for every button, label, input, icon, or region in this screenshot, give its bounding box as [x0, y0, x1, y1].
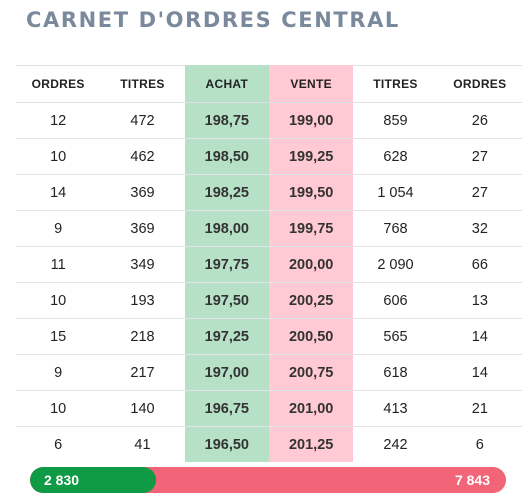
- ask-price-cell: 201,25: [268, 426, 354, 462]
- table-row: 12 472 198,75 199,00 859 26: [16, 102, 522, 139]
- col-header-bid-price: ACHAT: [184, 65, 269, 103]
- bid-price-cell: 197,00: [184, 354, 269, 391]
- ask-price-cell: 201,00: [268, 390, 354, 427]
- ask-shares-cell: 859: [353, 102, 438, 139]
- ask-shares-cell: 628: [353, 138, 438, 175]
- bid-volume-fill: [30, 467, 157, 493]
- volume-totals-bar: 2 830 7 843: [30, 467, 506, 493]
- ask-orders-cell: 21: [437, 390, 522, 427]
- bid-orders-cell: 14: [16, 174, 101, 211]
- bid-orders-cell: 6: [54, 436, 63, 453]
- table-row: 15 218 197,25 200,50 565 14: [16, 318, 522, 355]
- bid-orders-cell: 9: [16, 210, 101, 247]
- ask-price-cell: 199,75: [268, 210, 354, 247]
- ask-price-cell: 199,50: [268, 174, 354, 211]
- bid-shares-cell: 218: [100, 318, 185, 355]
- bid-price-cell: 198,50: [184, 138, 269, 175]
- bid-orders-cell: 12: [16, 102, 101, 139]
- bid-price-cell: 196,75: [184, 390, 269, 427]
- table-row: 9 369 198,00 199,75 768 32: [16, 210, 522, 247]
- ask-orders-cell: 27: [437, 174, 522, 211]
- col-header-ask-price: VENTE: [268, 65, 354, 103]
- bid-shares-cell: 41: [134, 436, 151, 453]
- ask-orders-cell: 13: [437, 282, 522, 319]
- ask-orders-cell: 14: [437, 318, 522, 355]
- bid-shares-cell: 462: [100, 138, 185, 175]
- col-header-ask-orders: ORDRES: [437, 65, 522, 103]
- bid-orders-cell: 10: [16, 282, 101, 319]
- ask-orders-cell: 27: [437, 138, 522, 175]
- table-row: 10 140 196,75 201,00 413 21: [16, 390, 522, 427]
- ask-shares-cell: 1 054: [353, 174, 438, 211]
- ask-price-cell: 200,25: [268, 282, 354, 319]
- bid-shares-cell: 349: [100, 246, 185, 283]
- bid-price-cell: 198,75: [184, 102, 269, 139]
- bid-shares-cell: 472: [100, 102, 185, 139]
- table-row: 14 369 198,25 199,50 1 054 27: [16, 174, 522, 211]
- col-header-bid-orders: ORDRES: [16, 65, 101, 103]
- ask-shares-cell: 768: [353, 210, 438, 247]
- ask-orders-cell: 26: [437, 102, 522, 139]
- bid-total-label: 2 830: [44, 472, 80, 488]
- ask-shares-cell: 618: [353, 354, 438, 391]
- ask-orders-cell: 6: [475, 436, 484, 453]
- table-header-row: ORDRES TITRES ACHAT VENTE TITRES ORDRES: [16, 65, 522, 103]
- ask-orders-cell: 14: [437, 354, 522, 391]
- bid-price-cell: 196,50: [184, 426, 269, 462]
- bid-orders-cell: 10: [16, 390, 101, 427]
- bid-price-cell: 197,25: [184, 318, 269, 355]
- bid-price-cell: 197,50: [184, 282, 269, 319]
- ask-orders-cell: 32: [437, 210, 522, 247]
- ask-shares-cell: 242: [383, 436, 408, 453]
- col-header-bid-shares: TITRES: [100, 65, 185, 103]
- bid-shares-cell: 193: [100, 282, 185, 319]
- bid-price-cell: 197,75: [184, 246, 269, 283]
- table-row: 6 41 196,50 201,25 242 6: [16, 426, 522, 462]
- bid-shares-cell: 369: [100, 210, 185, 247]
- ask-price-cell: 200,00: [268, 246, 354, 283]
- bid-orders-cell: 10: [16, 138, 101, 175]
- bid-shares-cell: 217: [100, 354, 185, 391]
- bid-shares-cell: 369: [100, 174, 185, 211]
- table-row: 10 462 198,50 199,25 628 27: [16, 138, 522, 175]
- bid-orders-cell: 15: [16, 318, 101, 355]
- ask-orders-cell: 66: [437, 246, 522, 283]
- ask-shares-cell: 565: [353, 318, 438, 355]
- ask-price-cell: 200,50: [268, 318, 354, 355]
- table-row: 10 193 197,50 200,25 606 13: [16, 282, 522, 319]
- ask-price-cell: 200,75: [268, 354, 354, 391]
- ask-shares-cell: 606: [353, 282, 438, 319]
- bid-price-cell: 198,25: [184, 174, 269, 211]
- ask-shares-cell: 413: [353, 390, 438, 427]
- bid-orders-cell: 11: [16, 246, 101, 283]
- bid-orders-cell: 9: [16, 354, 101, 391]
- bid-price-cell: 198,00: [184, 210, 269, 247]
- col-header-ask-shares: TITRES: [353, 65, 438, 103]
- table-row: 11 349 197,75 200,00 2 090 66: [16, 246, 522, 283]
- ask-price-cell: 199,00: [268, 102, 354, 139]
- ask-price-cell: 199,25: [268, 138, 354, 175]
- order-book-table: ORDRES TITRES ACHAT VENTE TITRES ORDRES …: [16, 65, 522, 462]
- ask-shares-cell: 2 090: [353, 246, 438, 283]
- page-title: CARNET D'ORDRES CENTRAL: [26, 8, 400, 32]
- order-book-body: 12 472 198,75 199,00 859 26 10 462 198,50 199,25 6…: [16, 102, 522, 462]
- table-row: 9 217 197,00 200,75 618 14: [16, 354, 522, 391]
- ask-total-label: 7 843: [454, 472, 490, 488]
- bid-shares-cell: 140: [100, 390, 185, 427]
